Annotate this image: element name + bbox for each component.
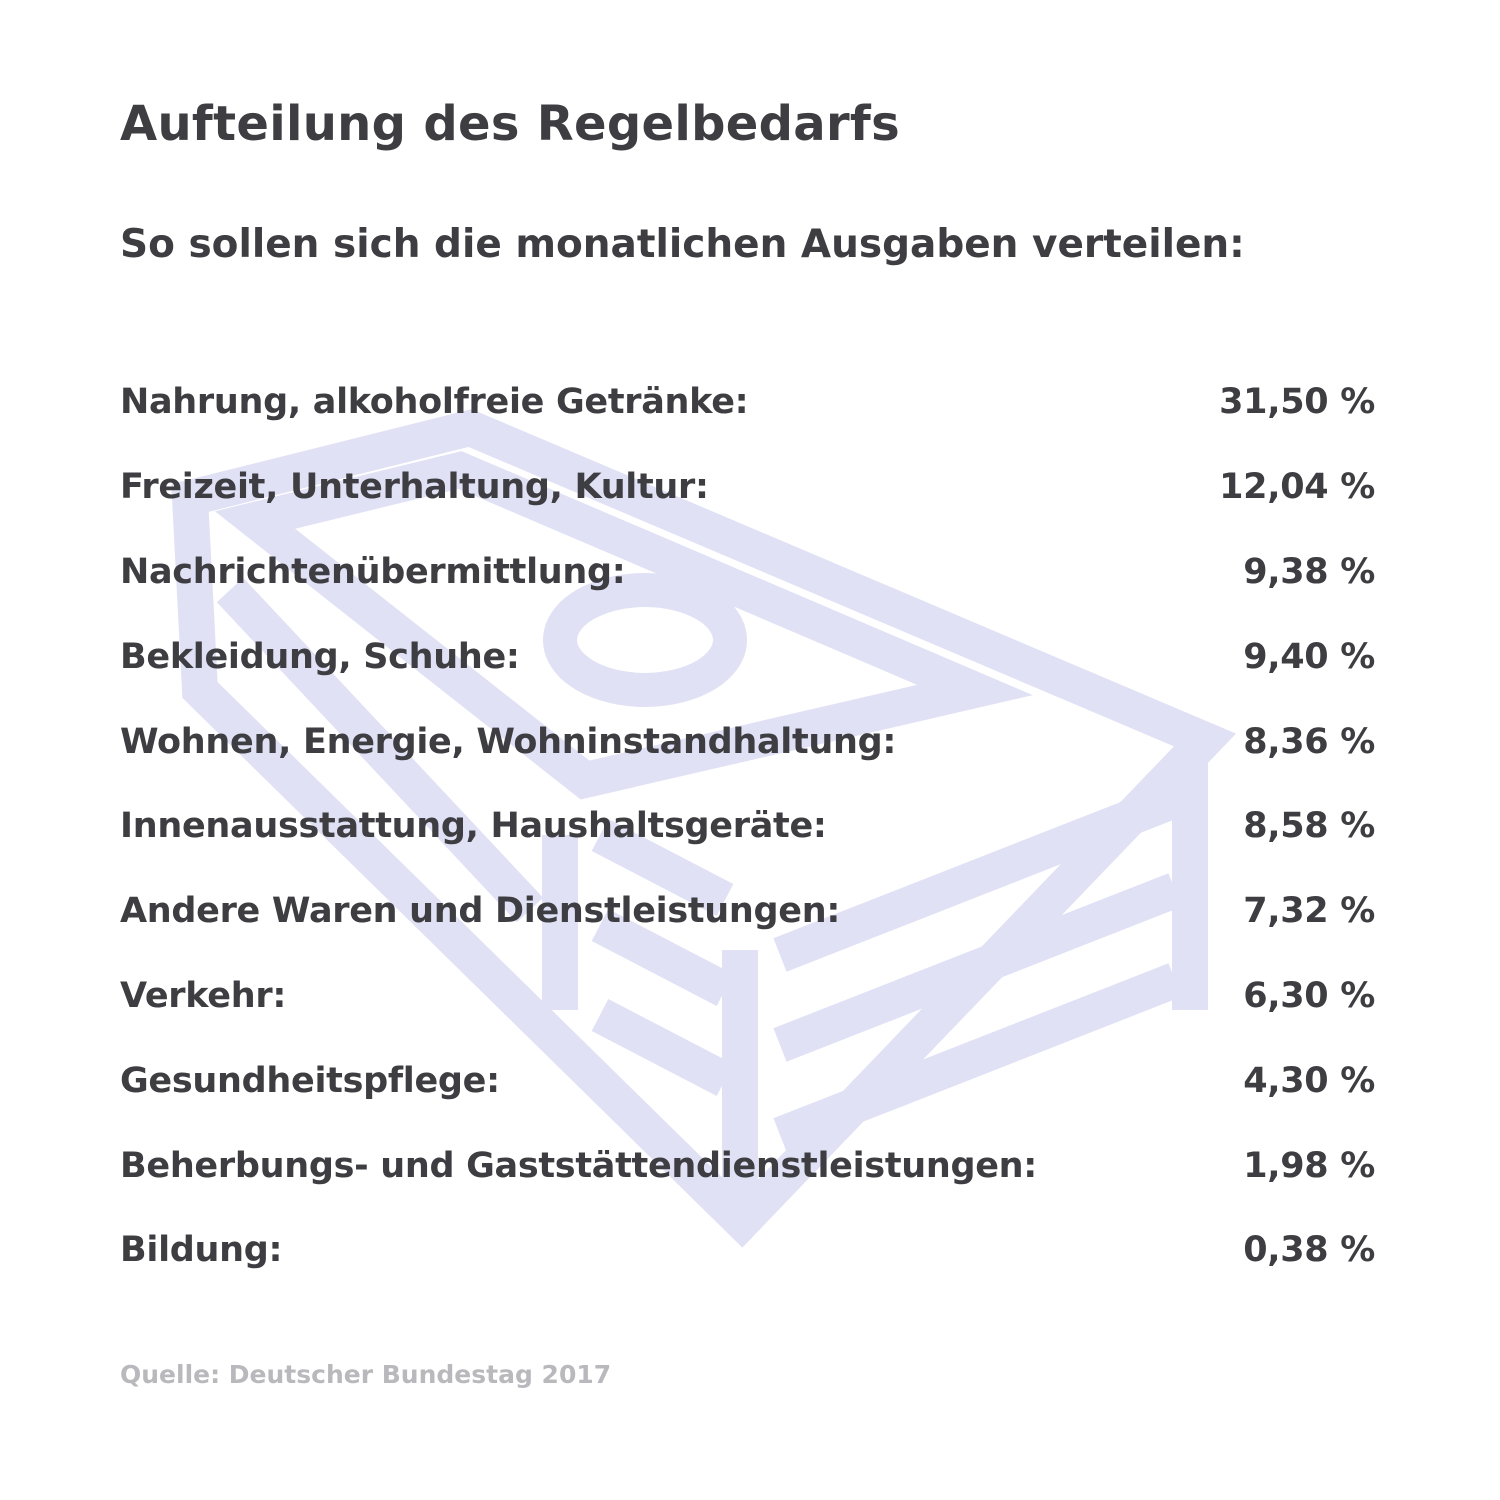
list-item: Andere Waren und Dienstleistungen: 7,32 … — [120, 869, 1375, 954]
list-item: Bildung: 0,38 % — [120, 1208, 1375, 1293]
list-item: Nahrung, alkoholfreie Getränke: 31,50 % — [120, 360, 1375, 445]
category-label: Bildung: — [120, 1230, 283, 1271]
list-item: Bekleidung, Schuhe: 9,40 % — [120, 614, 1375, 699]
category-percentage: 6,30 % — [1243, 975, 1375, 1016]
category-percentage: 1,98 % — [1243, 1145, 1375, 1186]
category-label: Verkehr: — [120, 975, 287, 1016]
category-label: Innenausstattung, Haushaltsgeräte: — [120, 806, 827, 847]
category-label: Freizeit, Unterhaltung, Kultur: — [120, 467, 709, 508]
source-note: Quelle: Deutscher Bundestag 2017 — [120, 1360, 612, 1389]
infographic-content: Aufteilung des Regelbedarfs So sollen si… — [120, 0, 1375, 1500]
category-percentage: 9,40 % — [1243, 636, 1375, 677]
list-item: Wohnen, Energie, Wohninstandhaltung: 8,3… — [120, 699, 1375, 784]
category-percentage: 7,32 % — [1243, 891, 1375, 932]
category-percentage: 4,30 % — [1243, 1060, 1375, 1101]
page-title: Aufteilung des Regelbedarfs — [120, 96, 900, 152]
category-percentage: 8,58 % — [1243, 806, 1375, 847]
expense-list: Nahrung, alkoholfreie Getränke: 31,50 % … — [120, 360, 1375, 1293]
category-percentage: 12,04 % — [1219, 467, 1375, 508]
category-label: Wohnen, Energie, Wohninstandhaltung: — [120, 721, 897, 762]
list-item: Freizeit, Unterhaltung, Kultur: 12,04 % — [120, 445, 1375, 530]
category-label: Gesundheitspflege: — [120, 1060, 500, 1101]
category-label: Andere Waren und Dienstleistungen: — [120, 891, 841, 932]
list-item: Beherbungs- und Gaststättendienstleistun… — [120, 1123, 1375, 1208]
page-subtitle: So sollen sich die monatlichen Ausgaben … — [120, 222, 1245, 267]
category-label: Beherbungs- und Gaststättendienstleistun… — [120, 1145, 1038, 1186]
category-percentage: 0,38 % — [1243, 1230, 1375, 1271]
list-item: Innenausstattung, Haushaltsgeräte: 8,58 … — [120, 784, 1375, 869]
list-item: Nachrichtenübermittlung: 9,38 % — [120, 530, 1375, 615]
category-label: Nahrung, alkoholfreie Getränke: — [120, 382, 749, 423]
category-percentage: 9,38 % — [1243, 551, 1375, 592]
list-item: Gesundheitspflege: 4,30 % — [120, 1038, 1375, 1123]
category-percentage: 8,36 % — [1243, 721, 1375, 762]
list-item: Verkehr: 6,30 % — [120, 954, 1375, 1039]
category-percentage: 31,50 % — [1219, 382, 1375, 423]
coin-ellipse — [543, 573, 747, 707]
category-label: Bekleidung, Schuhe: — [120, 636, 520, 677]
category-label: Nachrichtenübermittlung: — [120, 551, 626, 592]
